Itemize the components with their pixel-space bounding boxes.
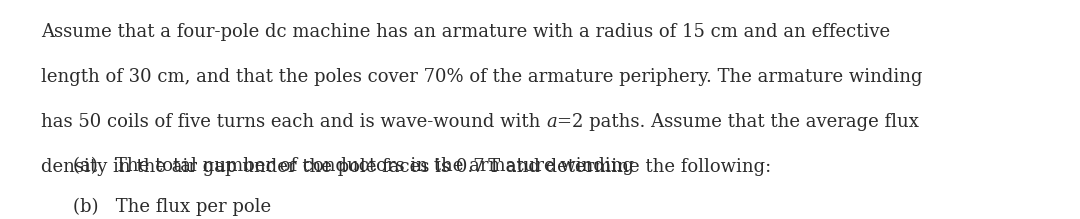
- Text: Assume that a four-pole dc machine has an armature with a radius of 15 cm and an: Assume that a four-pole dc machine has a…: [41, 23, 890, 41]
- Text: (b)   The flux per pole: (b) The flux per pole: [73, 198, 271, 216]
- Text: a: a: [546, 113, 557, 131]
- Text: has 50 coils of five turns each and is wave-wound with: has 50 coils of five turns each and is w…: [41, 113, 546, 131]
- Text: density in the air gap under the pole faces is 0.7 T and determine the following: density in the air gap under the pole fa…: [41, 158, 771, 176]
- Text: =2 paths. Assume that the average flux: =2 paths. Assume that the average flux: [557, 113, 919, 131]
- Text: (a)   The total number of conductors in the armature winding: (a) The total number of conductors in th…: [73, 157, 634, 175]
- Text: length of 30 cm, and that the poles cover 70% of the armature periphery. The arm: length of 30 cm, and that the poles cove…: [41, 68, 922, 86]
